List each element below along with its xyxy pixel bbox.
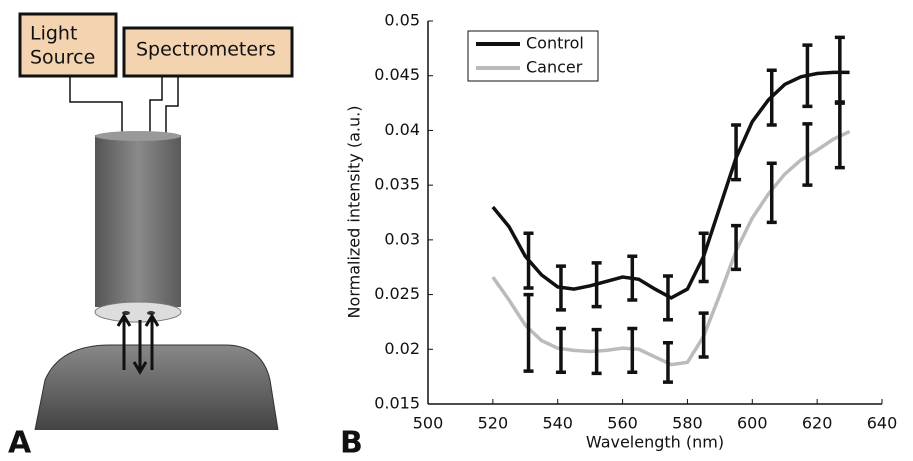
panel-label: A — [8, 426, 32, 461]
error-bar — [662, 340, 673, 384]
error-bar — [591, 261, 602, 309]
x-axis-label: Wavelength (nm) — [586, 433, 724, 452]
error-bar — [555, 264, 566, 312]
y-tick-label: 0.035 — [374, 175, 420, 194]
wire — [69, 76, 179, 135]
error-bar — [802, 122, 813, 187]
box — [18, 12, 118, 78]
error-bar — [731, 123, 742, 182]
error-bar — [627, 254, 638, 302]
y-axis-label: Normalized intensity (a.u.) — [345, 106, 364, 319]
box-label: Spectrometers — [136, 39, 276, 61]
y-tick-label: 0.05 — [384, 11, 420, 30]
error-bar — [698, 231, 709, 284]
arrows — [116, 313, 160, 375]
error-bar — [834, 35, 845, 105]
error-bar — [766, 161, 777, 225]
error-bar — [523, 231, 534, 290]
box-label: Source — [30, 47, 95, 69]
series-line — [491, 70, 850, 300]
error-bar — [555, 326, 566, 375]
x-tick-label: 520 — [478, 414, 509, 433]
error-bar — [662, 274, 673, 322]
error-bar — [698, 311, 709, 359]
tissue — [35, 345, 278, 430]
panel-label: B — [340, 426, 363, 461]
x-tick-label: 600 — [737, 414, 768, 433]
x-tick-label: 540 — [542, 414, 573, 433]
error-bar — [627, 326, 638, 375]
y-tick-label: 0.045 — [374, 65, 420, 84]
error-bar — [591, 327, 602, 376]
y-tick-label: 0.025 — [374, 284, 420, 303]
probe-tip — [94, 301, 182, 323]
y-tick-label: 0.02 — [384, 339, 420, 358]
x-tick-label: 580 — [672, 414, 703, 433]
error-bar — [523, 292, 534, 373]
x-tick-label: 500 — [413, 414, 444, 433]
legend — [467, 30, 599, 82]
box-label: Light — [30, 23, 77, 45]
error-bar — [834, 100, 845, 170]
chart: Wavelength (nm) Normalized intensity (a.… — [345, 106, 725, 452]
probe — [95, 135, 181, 307]
y-tick-label: 0.04 — [384, 120, 420, 139]
error-bar — [766, 68, 777, 127]
series-line — [491, 129, 851, 367]
error-bar — [731, 223, 742, 272]
error-bar — [802, 43, 813, 109]
probe-top — [95, 131, 181, 141]
legend-label: Control — [526, 34, 584, 53]
x-tick-label: 640 — [867, 414, 898, 433]
box — [122, 26, 294, 78]
diagram: Light Source Spectrometers A B — [8, 12, 363, 461]
y-tick-label: 0.03 — [384, 229, 420, 248]
x-tick-label: 620 — [802, 414, 833, 433]
legend-label: Cancer — [526, 58, 583, 77]
x-tick-label: 560 — [607, 414, 638, 433]
y-tick-label: 0.015 — [374, 394, 420, 413]
